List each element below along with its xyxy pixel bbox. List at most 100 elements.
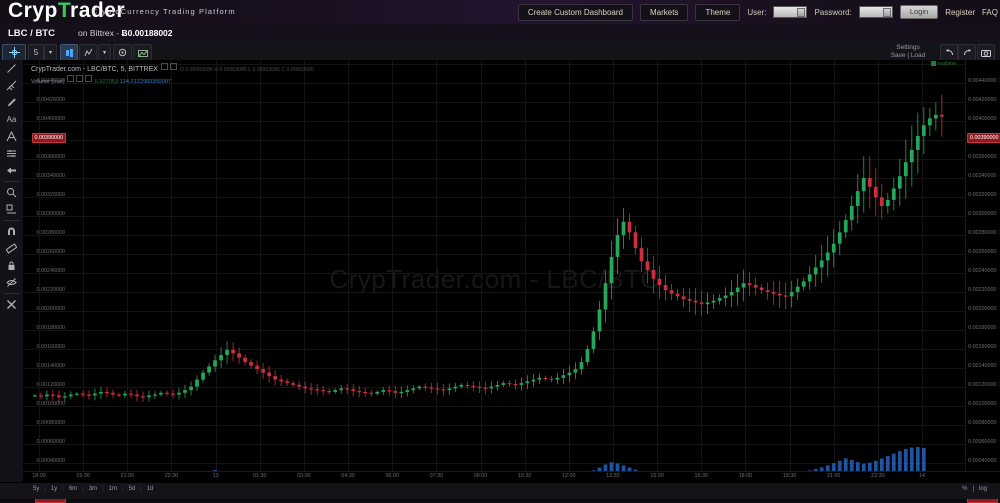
grid-line-v: [568, 60, 570, 499]
indicators-button[interactable]: [113, 44, 132, 61]
price-tick-label-right: 0.00420000: [968, 97, 997, 103]
interval-caret-icon[interactable]: ▾: [44, 44, 57, 61]
time-axis[interactable]: 18:00 19:30 21:00 22:30 13 01:30 03:00 04:30 06:…: [23, 471, 1000, 483]
fib-retracement-icon[interactable]: [0, 128, 23, 145]
timeframe-separator: |: [44, 486, 46, 492]
login-button[interactable]: Login: [899, 5, 939, 19]
time-tick-label: 15:00: [650, 473, 664, 479]
timeframe-1y[interactable]: 1y: [50, 486, 58, 492]
price-tick-label-right: 0.00340000: [968, 173, 997, 179]
markets-button[interactable]: Markets: [639, 3, 689, 21]
grid-line-h: [23, 159, 966, 160]
price-tick-label: 0.00220000: [36, 287, 65, 293]
pair-price: 0.00188002: [127, 28, 173, 38]
ohlc-h-label: H: [214, 67, 218, 73]
legend-settings-icon[interactable]: [169, 63, 177, 70]
compare-button[interactable]: [79, 44, 97, 61]
timeframe-separator: |: [140, 486, 142, 492]
redo-icon[interactable]: [958, 44, 976, 61]
price-tick-label-right: 0.00220000: [968, 287, 997, 293]
brush-icon[interactable]: [0, 94, 23, 111]
time-tick-label: 01:30: [253, 473, 267, 479]
brand-tagline: CryptoCurrency Trading Platform: [92, 7, 236, 16]
user-input[interactable]: [773, 6, 808, 18]
grid-line-h: [23, 83, 966, 84]
brand-logo[interactable]: CrypTrader: [8, 0, 125, 23]
pair-price-line: on Bittrex - Ƀ0.00188002: [78, 28, 173, 38]
ruler-icon[interactable]: [0, 240, 23, 257]
password-input[interactable]: [858, 6, 893, 18]
volume-settings-icon[interactable]: [76, 75, 84, 82]
ruler-measure-icon[interactable]: [0, 201, 23, 218]
timeframe-5y[interactable]: 5y: [33, 486, 40, 492]
price-tick-label: 0.00280000: [36, 230, 65, 236]
price-tick-label: 0.00300000: [36, 211, 65, 217]
grid-line-h: [23, 349, 966, 350]
timeframe-6m[interactable]: 6m: [68, 486, 78, 492]
pitchfork-icon[interactable]: [0, 77, 23, 94]
left-price-axis[interactable]: 0.004400000.004200000.004000000.00380000…: [23, 60, 67, 503]
theme-button[interactable]: Theme: [695, 3, 741, 21]
compare-caret-icon[interactable]: ▾: [98, 44, 111, 61]
time-tick-label: 10:30: [517, 473, 532, 479]
scale-toggle-percent[interactable]: %: [962, 486, 968, 492]
volume-series-label: Volume (true): [31, 79, 65, 85]
timeframe-5d[interactable]: 5d: [128, 486, 136, 492]
magnet-icon[interactable]: [0, 223, 23, 240]
password-label: Password:: [814, 7, 852, 17]
timeframe-3m[interactable]: 3m: [88, 486, 98, 492]
price-tick-label-right: 0.00060000: [968, 439, 997, 445]
scale-toggle-log[interactable]: log: [978, 486, 987, 492]
brand-post: rader: [70, 0, 126, 22]
camera-icon[interactable]: [977, 44, 995, 61]
undo-icon[interactable]: [940, 44, 958, 61]
legend-title-row: CrypTrader.com - LBC/BTC, 5, BITTREX O 0…: [31, 63, 314, 75]
legend-eye-icon[interactable]: [160, 63, 168, 70]
grid-line-h: [23, 368, 966, 369]
interval-selector[interactable]: 5: [28, 44, 44, 61]
timeframe-1d[interactable]: 1d: [146, 486, 154, 492]
ohlc-h: 0.00003086: [219, 67, 247, 73]
chart-type-button[interactable]: [60, 44, 78, 61]
crosshair-icon[interactable]: [2, 44, 26, 61]
create-custom-dashboard-button[interactable]: Create Custom Dashboard: [517, 3, 633, 21]
settings-save-load[interactable]: Settings Save | Load: [878, 44, 938, 59]
chart-shell: 5 ▾ ▾ Settings Save | Load: [0, 43, 1000, 503]
faq-link[interactable]: FAQ: [981, 7, 998, 17]
rail-divider-3: [3, 293, 20, 294]
right-price-axis[interactable]: 0.004400000.004200000.004000000.00380000…: [965, 60, 1000, 503]
price-tick-label-right: 0.00140000: [968, 363, 997, 369]
rail-divider: [3, 181, 20, 182]
time-tick-label: 16:30: [694, 473, 709, 479]
grid-line-v: [215, 60, 217, 499]
volume-close-icon[interactable]: [85, 75, 93, 82]
drawing-tools-rail: Aa: [0, 60, 24, 499]
exchange-label: on Bittrex -: [78, 28, 122, 38]
grid-line-h: [23, 387, 966, 388]
grid-line-h: [23, 311, 966, 312]
rail-divider-2: [3, 220, 20, 221]
grid-line-v: [789, 60, 791, 499]
lock-icon[interactable]: [0, 257, 23, 274]
wrench-icon[interactable]: [0, 296, 23, 313]
levels-icon[interactable]: [0, 145, 23, 162]
arrow-left-icon[interactable]: [0, 162, 23, 179]
snapshot-button[interactable]: [133, 44, 152, 61]
register-link[interactable]: Register: [945, 7, 975, 17]
trend-line-icon[interactable]: [0, 60, 23, 77]
chart-plot[interactable]: CrypTrader.com - LBC/BTC CrypTrader.com …: [23, 60, 966, 499]
legend-volume-row: Volume (true) 6.927053 124.2122983350007: [31, 75, 314, 87]
text-aa-icon[interactable]: Aa: [0, 111, 23, 128]
volume-eye-icon[interactable]: [67, 75, 75, 82]
grid-line-v: [745, 60, 747, 499]
price-tick-label-right: 0.00440000: [968, 78, 997, 84]
magnifier-icon[interactable]: [0, 184, 23, 201]
chart-toolbar: 5 ▾ ▾ Settings Save | Load: [0, 43, 1000, 61]
time-tick-label: 09:00: [473, 473, 488, 479]
price-tick-label-right: 0.00280000: [968, 230, 997, 236]
price-tick-label: 0.00200000: [36, 306, 65, 312]
timeframe-1m[interactable]: 1m: [108, 486, 117, 492]
eye-hidden-icon[interactable]: [0, 274, 23, 291]
price-tick-label-right: 0.00400000: [968, 116, 997, 122]
ohlc-o-label: O: [179, 67, 184, 73]
